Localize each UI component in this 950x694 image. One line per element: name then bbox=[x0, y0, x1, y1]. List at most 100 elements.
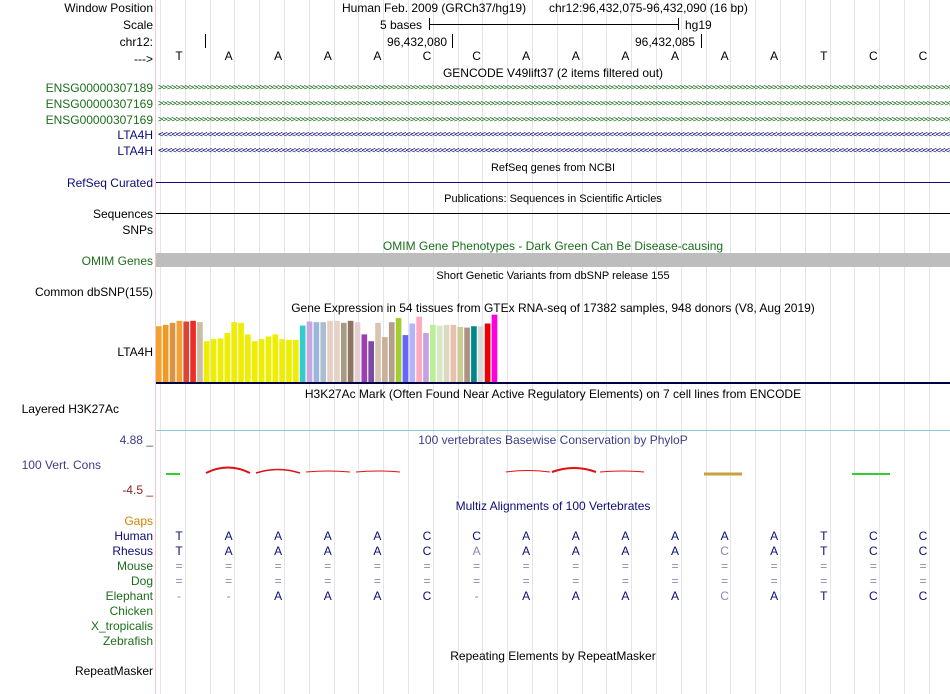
gtex-tissue-bar[interactable] bbox=[368, 341, 374, 382]
gtex-tissue-bar[interactable] bbox=[156, 326, 162, 382]
gtex-tissue-bar[interactable] bbox=[340, 322, 347, 382]
gtex-tissue-bar[interactable] bbox=[217, 338, 224, 382]
aligned-base: = bbox=[572, 559, 580, 573]
gencode-item-label[interactable]: LTA4H bbox=[117, 144, 153, 158]
gtex-tissue-bar[interactable] bbox=[354, 322, 361, 382]
gtex-tissue-bar[interactable] bbox=[443, 324, 450, 382]
multiz-species-label[interactable]: X_tropicalis bbox=[90, 619, 153, 633]
gtex-tissue-bar[interactable] bbox=[265, 336, 272, 382]
gtex-tissue-bar[interactable] bbox=[210, 339, 217, 382]
gtex-tissue-bar[interactable] bbox=[197, 322, 203, 382]
gtex-tissue-bar[interactable] bbox=[416, 316, 422, 382]
gtex-tissue-bar[interactable] bbox=[224, 333, 231, 382]
gtex-tissue-bar[interactable] bbox=[388, 322, 395, 382]
aligned-base: C bbox=[422, 544, 432, 558]
gtex-tissue-bar[interactable] bbox=[450, 324, 457, 382]
gtex-tissue-bar[interactable] bbox=[471, 326, 477, 382]
publications-track-title[interactable]: Publications: Sequences in Scientific Ar… bbox=[444, 193, 662, 205]
gtex-tissue-bar[interactable] bbox=[293, 339, 299, 382]
gtex-tissue-bar[interactable] bbox=[183, 321, 190, 382]
gtex-tissue-bar[interactable] bbox=[477, 326, 484, 382]
gencode-item-label[interactable]: ENSG00000307189 bbox=[45, 81, 153, 95]
gtex-tissue-bar[interactable] bbox=[457, 326, 464, 382]
gtex-tissue-bar[interactable] bbox=[423, 333, 429, 382]
label-window-position: Window Position bbox=[64, 1, 153, 15]
aligned-base: A bbox=[621, 589, 630, 603]
gtex-tissue-bar[interactable] bbox=[436, 325, 443, 382]
aligned-base: T bbox=[820, 529, 828, 543]
gencode-track-title[interactable]: GENCODE V49lift37 (2 items filtered out) bbox=[442, 66, 664, 80]
omim-track-title[interactable]: OMIM Gene Phenotypes - Dark Green Can Be… bbox=[382, 239, 724, 253]
gtex-tissue-bar[interactable] bbox=[313, 322, 320, 382]
gtex-tissue-bar[interactable] bbox=[484, 323, 491, 382]
gtex-tissue-bar[interactable] bbox=[409, 323, 416, 382]
gtex-tissue-bar[interactable] bbox=[176, 320, 183, 382]
h3k27ac-track-title[interactable]: H3K27Ac Mark (Often Found Near Active Re… bbox=[304, 387, 802, 401]
multiz-species-label[interactable]: Human bbox=[114, 529, 153, 543]
assembly-name: Human Feb. 2009 (GRCh37/hg19) bbox=[342, 1, 527, 15]
refseq-gene-line[interactable] bbox=[156, 182, 950, 183]
label-repeatmasker[interactable]: RepeatMasker bbox=[74, 664, 153, 678]
gene-model-chevrons[interactable]: >>>>>>>>>>>>>>>>>>>>>>>>>>>>>>>>>>>>>>>>… bbox=[158, 83, 950, 93]
gtex-tissue-bar[interactable] bbox=[327, 320, 333, 382]
omim-bar[interactable] bbox=[156, 253, 950, 267]
gtex-tissue-bar[interactable] bbox=[395, 318, 402, 382]
gtex-tissue-bar[interactable] bbox=[320, 322, 327, 382]
label-gaps[interactable]: Gaps bbox=[124, 514, 153, 528]
gtex-tissue-bar[interactable] bbox=[169, 322, 176, 382]
multiz-species-label[interactable]: Chicken bbox=[109, 604, 153, 618]
multiz-species-label[interactable]: Rhesus bbox=[112, 544, 153, 558]
gene-model-chevrons[interactable]: <<<<<<<<<<<<<<<<<<<<<<<<<<<<<<<<<<<<<<<<… bbox=[158, 130, 950, 140]
refseq-track-title[interactable]: RefSeq genes from NCBI bbox=[490, 162, 616, 174]
gtex-tissue-bar[interactable] bbox=[375, 322, 381, 382]
label-phylop[interactable]: 100 Vert. Cons bbox=[21, 458, 101, 472]
label-refseq[interactable]: RefSeq Curated bbox=[66, 176, 153, 190]
gtex-tissue-bar[interactable] bbox=[190, 320, 196, 382]
gtex-tissue-bar[interactable] bbox=[251, 341, 258, 382]
gtex-tissue-bar[interactable] bbox=[245, 334, 251, 382]
label-omim[interactable]: OMIM Genes bbox=[81, 254, 153, 268]
gtex-tissue-bar[interactable] bbox=[402, 335, 409, 382]
multiz-species-label[interactable]: Zebrafish bbox=[102, 634, 153, 648]
label-snps[interactable]: SNPs bbox=[122, 223, 153, 237]
multiz-species-label[interactable]: Mouse bbox=[116, 559, 153, 573]
gencode-item-label[interactable]: LTA4H bbox=[117, 128, 153, 142]
gencode-item-label[interactable]: ENSG00000307169 bbox=[45, 97, 153, 111]
multiz-species-label[interactable]: Elephant bbox=[105, 589, 153, 603]
gtex-tissue-bar[interactable] bbox=[334, 320, 340, 382]
multiz-track-title[interactable]: Multiz Alignments of 100 Vertebrates bbox=[455, 499, 651, 513]
gtex-tissue-bar[interactable] bbox=[347, 320, 354, 382]
window-position: chr12:96,432,075-96,432,090 (16 bp) bbox=[549, 1, 748, 15]
gtex-tissue-bar[interactable] bbox=[430, 324, 436, 382]
phylop-track-title[interactable]: 100 vertebrates Basewise Conservation by… bbox=[418, 433, 688, 447]
gene-model-chevrons[interactable]: >>>>>>>>>>>>>>>>>>>>>>>>>>>>>>>>>>>>>>>>… bbox=[158, 99, 950, 109]
label-gtex[interactable]: LTA4H bbox=[117, 345, 153, 359]
label-dbsnp[interactable]: Common dbSNP(155) bbox=[34, 285, 153, 299]
gene-model-chevrons[interactable]: <<<<<<<<<<<<<<<<<<<<<<<<<<<<<<<<<<<<<<<<… bbox=[158, 146, 950, 156]
phylop-signal[interactable] bbox=[156, 460, 950, 480]
gencode-item-label[interactable]: ENSG00000307169 bbox=[45, 113, 153, 127]
label-h3k27ac[interactable]: Layered H3K27Ac bbox=[21, 402, 119, 416]
gtex-tissue-bar[interactable] bbox=[231, 322, 237, 382]
gtex-tissue-bar[interactable] bbox=[286, 339, 292, 382]
multiz-species-label[interactable]: Dog bbox=[130, 574, 153, 588]
gtex-tissue-bar[interactable] bbox=[361, 334, 368, 382]
label-publications[interactable]: Sequences bbox=[92, 207, 153, 221]
gtex-tissue-bar[interactable] bbox=[162, 324, 169, 382]
gene-model-chevrons[interactable]: >>>>>>>>>>>>>>>>>>>>>>>>>>>>>>>>>>>>>>>>… bbox=[158, 115, 950, 125]
repeatmasker-track-title[interactable]: Repeating Elements by RepeatMasker bbox=[450, 649, 656, 663]
gtex-track-title[interactable]: Gene Expression in 54 tissues from GTEx … bbox=[291, 301, 815, 315]
publications-line[interactable] bbox=[156, 213, 950, 214]
gtex-tissue-bar[interactable] bbox=[464, 327, 470, 382]
gtex-bar-chart[interactable] bbox=[156, 314, 950, 386]
gtex-tissue-bar[interactable] bbox=[279, 339, 285, 382]
gtex-tissue-bar[interactable] bbox=[299, 325, 306, 382]
gtex-tissue-bar[interactable] bbox=[203, 341, 210, 382]
gtex-tissue-bar[interactable] bbox=[258, 339, 265, 382]
gtex-tissue-bar[interactable] bbox=[306, 321, 313, 382]
dbsnp-track-title[interactable]: Short Genetic Variants from dbSNP releas… bbox=[436, 270, 670, 282]
gtex-tissue-bar[interactable] bbox=[272, 334, 279, 382]
gtex-tissue-bar[interactable] bbox=[238, 322, 244, 382]
gtex-tissue-bar[interactable] bbox=[491, 314, 498, 382]
gtex-tissue-bar[interactable] bbox=[382, 337, 388, 382]
